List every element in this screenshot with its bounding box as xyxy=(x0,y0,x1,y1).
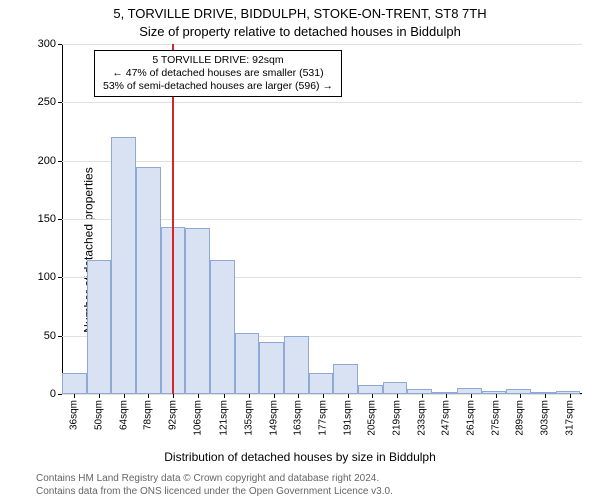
histogram-bar xyxy=(62,373,87,394)
title-address: 5, TORVILLE DRIVE, BIDDULPH, STOKE-ON-TR… xyxy=(0,6,600,21)
x-tick-label: 121sqm xyxy=(219,400,230,436)
footnote-line1: Contains HM Land Registry data © Crown c… xyxy=(36,473,393,486)
y-tick-label: 0 xyxy=(50,388,56,400)
histogram-bar xyxy=(333,364,358,394)
x-tick-mark xyxy=(74,394,75,398)
annotation-line: 53% of semi-detached houses are larger (… xyxy=(103,80,333,93)
x-tick-mark xyxy=(198,394,199,398)
histogram-bar xyxy=(309,373,334,394)
x-tick-label: 247sqm xyxy=(441,400,452,436)
histogram-bar xyxy=(407,389,432,394)
histogram-bar xyxy=(531,392,556,394)
x-tick-label: 92sqm xyxy=(168,400,179,430)
y-tick-mark xyxy=(58,336,62,337)
y-tick-mark xyxy=(58,44,62,45)
x-tick-mark xyxy=(298,394,299,398)
y-tick-mark xyxy=(58,219,62,220)
x-tick-mark xyxy=(173,394,174,398)
x-tick-mark xyxy=(496,394,497,398)
title-subtitle: Size of property relative to detached ho… xyxy=(0,24,600,39)
histogram-bar xyxy=(210,260,235,394)
x-tick-mark xyxy=(397,394,398,398)
y-tick-label: 50 xyxy=(44,330,56,342)
histogram-bar xyxy=(111,137,136,394)
histogram-bar xyxy=(383,382,408,394)
y-tick-label: 150 xyxy=(38,213,56,225)
y-tick-mark xyxy=(58,394,62,395)
annotation-line: 5 TORVILLE DRIVE: 92sqm xyxy=(103,54,333,67)
annotation-box: 5 TORVILLE DRIVE: 92sqm← 47% of detached… xyxy=(94,50,342,97)
plot-area: 05010015020025030036sqm50sqm64sqm78sqm92… xyxy=(62,44,582,394)
histogram-bar xyxy=(506,389,531,394)
x-tick-label: 261sqm xyxy=(465,400,476,436)
x-tick-mark xyxy=(99,394,100,398)
x-tick-label: 219sqm xyxy=(391,400,402,436)
annotation-line: ← 47% of detached houses are smaller (53… xyxy=(103,67,333,80)
x-tick-label: 135sqm xyxy=(243,400,254,436)
histogram-bar xyxy=(87,260,112,394)
x-tick-label: 78sqm xyxy=(143,400,154,430)
histogram-bar xyxy=(358,385,383,394)
x-tick-label: 317sqm xyxy=(564,400,575,436)
x-tick-label: 36sqm xyxy=(69,400,80,430)
figure: 5, TORVILLE DRIVE, BIDDULPH, STOKE-ON-TR… xyxy=(0,0,600,500)
x-tick-mark xyxy=(249,394,250,398)
x-tick-mark xyxy=(520,394,521,398)
histogram-bar xyxy=(457,388,482,394)
y-tick-mark xyxy=(58,277,62,278)
gridline xyxy=(62,44,582,45)
footnote: Contains HM Land Registry data © Crown c… xyxy=(36,473,393,498)
x-axis-label: Distribution of detached houses by size … xyxy=(0,450,600,464)
histogram-bar xyxy=(235,333,260,394)
y-tick-mark xyxy=(58,102,62,103)
histogram-bar xyxy=(284,336,309,394)
histogram-bar xyxy=(136,167,161,395)
x-tick-mark xyxy=(274,394,275,398)
x-tick-mark xyxy=(323,394,324,398)
x-tick-mark xyxy=(422,394,423,398)
x-tick-mark xyxy=(545,394,546,398)
x-tick-label: 289sqm xyxy=(515,400,526,436)
x-tick-label: 149sqm xyxy=(268,400,279,436)
x-tick-label: 50sqm xyxy=(94,400,105,430)
footnote-line2: Contains data from the ONS licenced unde… xyxy=(36,486,393,499)
histogram-bar xyxy=(259,342,284,395)
histogram-bar xyxy=(556,391,581,395)
x-tick-label: 64sqm xyxy=(118,400,129,430)
x-tick-label: 303sqm xyxy=(539,400,550,436)
y-tick-label: 250 xyxy=(38,96,56,108)
y-tick-label: 300 xyxy=(38,38,56,50)
histogram-bar xyxy=(482,391,507,395)
histogram-bar xyxy=(432,392,457,394)
gridline xyxy=(62,161,582,162)
y-tick-label: 100 xyxy=(38,271,56,283)
x-tick-mark xyxy=(124,394,125,398)
x-tick-mark xyxy=(348,394,349,398)
x-tick-label: 205sqm xyxy=(367,400,378,436)
x-tick-mark xyxy=(446,394,447,398)
histogram-bar xyxy=(185,228,210,394)
y-tick-label: 200 xyxy=(38,155,56,167)
x-tick-label: 233sqm xyxy=(416,400,427,436)
x-tick-label: 106sqm xyxy=(192,400,203,436)
x-tick-mark xyxy=(148,394,149,398)
x-tick-mark xyxy=(471,394,472,398)
x-tick-mark xyxy=(570,394,571,398)
gridline xyxy=(62,102,582,103)
y-tick-mark xyxy=(58,161,62,162)
x-tick-mark xyxy=(372,394,373,398)
x-tick-label: 275sqm xyxy=(490,400,501,436)
x-tick-label: 177sqm xyxy=(317,400,328,436)
x-tick-mark xyxy=(224,394,225,398)
x-tick-label: 191sqm xyxy=(342,400,353,436)
x-tick-label: 163sqm xyxy=(293,400,304,436)
